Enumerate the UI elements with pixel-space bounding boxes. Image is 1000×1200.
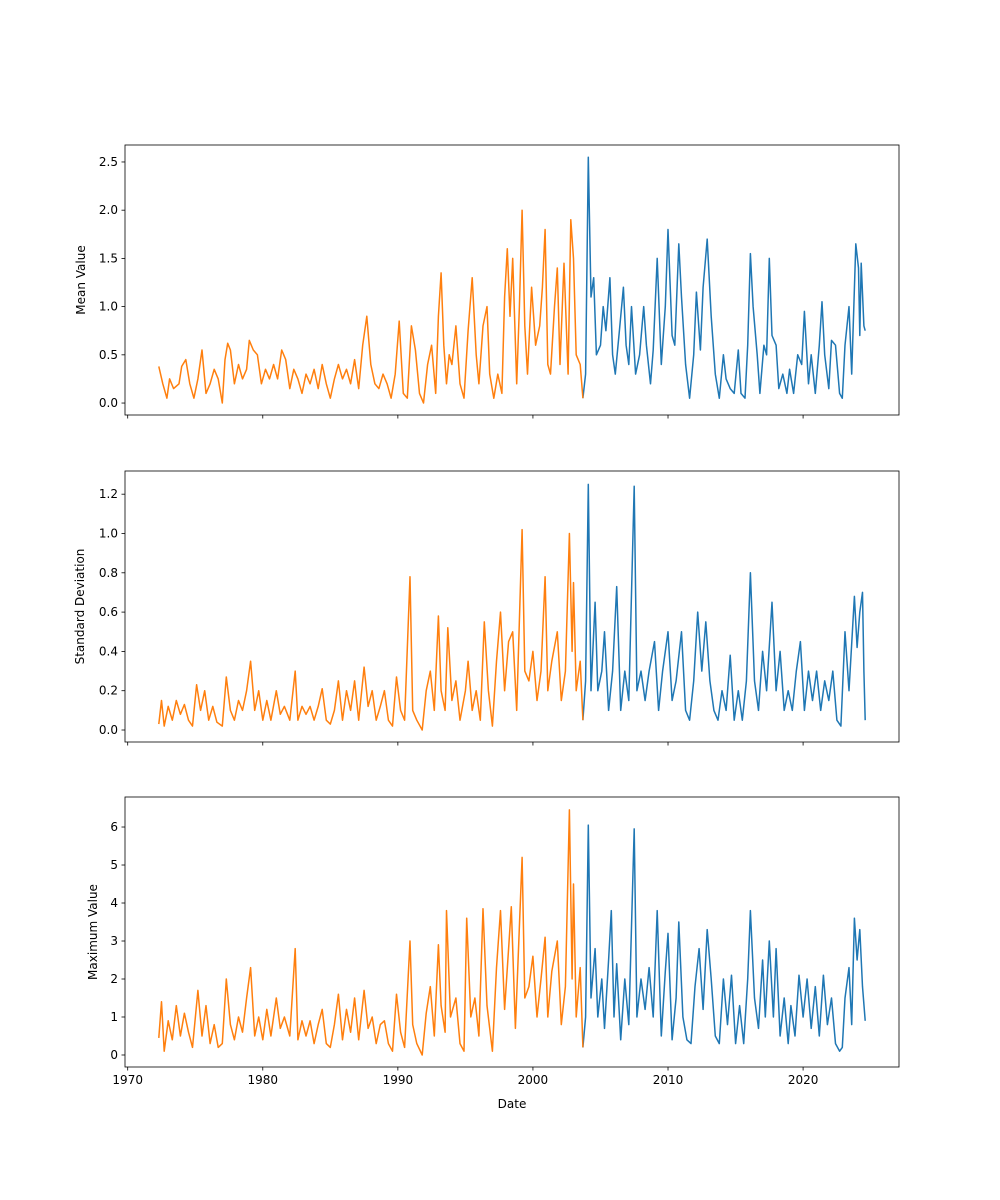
y-tick-label: 5 bbox=[110, 858, 118, 872]
y-tick-label: 0.4 bbox=[99, 644, 118, 658]
std-series-blue-line bbox=[582, 483, 866, 727]
x-axis-label: Date bbox=[498, 1097, 527, 1111]
x-tick-label: 1970 bbox=[112, 1073, 143, 1087]
axes-frame bbox=[124, 796, 900, 1068]
y-tick-label: 0.0 bbox=[99, 723, 118, 737]
max-value-subplot: 0 1 2 3 4 5 6 1970 1980 1990 2000 2010 2020 Maximum V… bbox=[86, 796, 900, 1111]
y-tick-label: 0.8 bbox=[99, 566, 118, 580]
y-tick-label: 2.5 bbox=[99, 155, 118, 169]
y-tick-label: 1.0 bbox=[99, 300, 118, 314]
std-dev-subplot: 0.0 0.2 0.4 0.6 0.8 1.0 1.2 Standard Deviation bbox=[73, 470, 900, 746]
y-tick-label: 2.0 bbox=[99, 203, 118, 217]
y-tick-label: 1.0 bbox=[99, 526, 118, 540]
y-tick-label: 1 bbox=[110, 1010, 118, 1024]
axes-frame bbox=[124, 470, 900, 743]
y-axis-label: Maximum Value bbox=[86, 884, 100, 980]
y-axis-label: Mean Value bbox=[74, 245, 88, 314]
std-series-orange-line bbox=[158, 528, 584, 731]
mean-series-blue-line bbox=[582, 156, 866, 399]
axes-frame bbox=[124, 144, 900, 416]
x-tick-label: 2010 bbox=[653, 1073, 684, 1087]
x-tick-label: 2000 bbox=[518, 1073, 549, 1087]
x-tick-label: 1990 bbox=[383, 1073, 414, 1087]
y-tick-label: 2 bbox=[110, 972, 118, 986]
y-tick-label: 1.2 bbox=[99, 487, 118, 501]
y-tick-label: 3 bbox=[110, 934, 118, 948]
mean-series-orange-line bbox=[158, 209, 584, 404]
x-tick-label: 1980 bbox=[248, 1073, 279, 1087]
y-tick-label: 1.5 bbox=[99, 251, 118, 265]
y-tick-label: 0.2 bbox=[99, 684, 118, 698]
y-tick-label: 6 bbox=[110, 820, 118, 834]
mean-value-subplot: 0.0 0.5 1.0 1.5 2.0 2.5 Mean Value bbox=[74, 144, 900, 419]
y-axis-label: Standard Deviation bbox=[73, 549, 87, 665]
x-tick-label: 2020 bbox=[788, 1073, 819, 1087]
max-series-orange-line bbox=[158, 809, 584, 1056]
y-tick-label: 0 bbox=[110, 1048, 118, 1062]
y-tick-label: 0.0 bbox=[99, 396, 118, 410]
y-tick-label: 0.5 bbox=[99, 348, 118, 362]
y-tick-label: 4 bbox=[110, 896, 118, 910]
y-tick-label: 0.6 bbox=[99, 605, 118, 619]
max-series-blue-line bbox=[582, 824, 866, 1052]
